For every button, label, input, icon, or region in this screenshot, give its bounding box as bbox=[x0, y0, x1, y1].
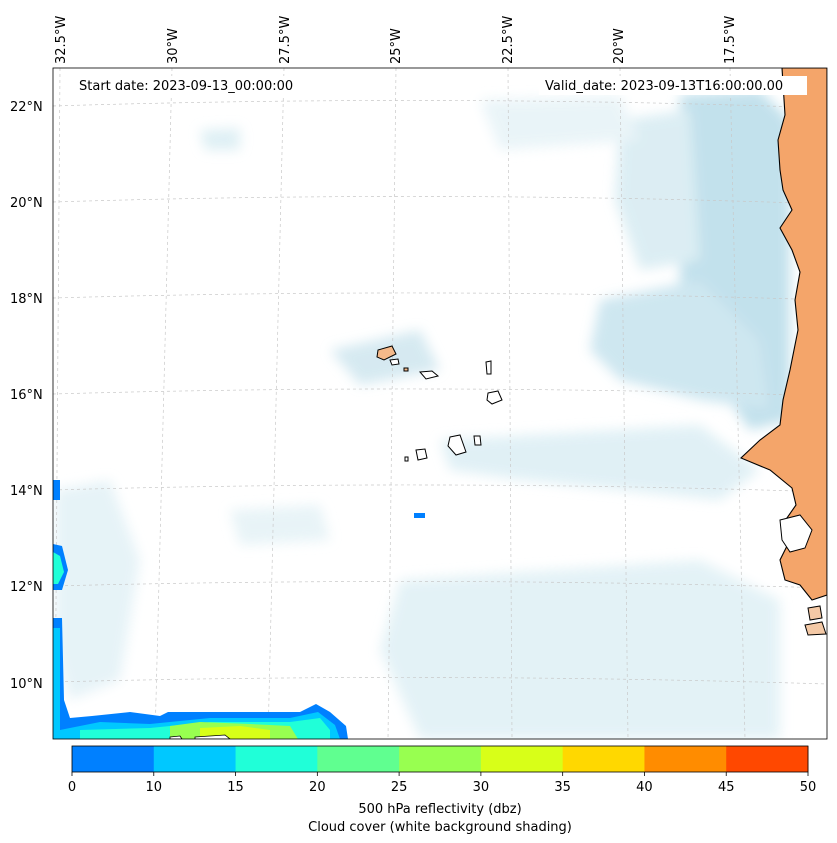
colorbar-tick-label: 10 bbox=[146, 780, 163, 795]
valid-date-bg bbox=[539, 76, 807, 95]
coast-islands-south bbox=[804, 605, 827, 636]
lat-label: 12°N bbox=[10, 580, 43, 595]
colorbar: 0 10 15 20 25 30 35 40 45 50 bbox=[68, 745, 817, 795]
lat-label: 20°N bbox=[10, 196, 43, 211]
coast-detail bbox=[779, 514, 813, 553]
latitude-labels: 22°N 20°N 18°N 16°N 14°N 12°N 10°N bbox=[10, 100, 43, 692]
colorbar-label-reflectivity: 500 hPa reflectivity (dbz) bbox=[358, 802, 521, 817]
lat-label: 16°N bbox=[10, 388, 43, 403]
colorbar-segment bbox=[235, 746, 318, 772]
lat-label: 14°N bbox=[10, 484, 43, 499]
lat-label: 18°N bbox=[10, 292, 43, 307]
colorbar-segment bbox=[726, 746, 809, 772]
cape-verde-islands bbox=[376, 345, 503, 462]
lon-label: 30°W bbox=[166, 28, 181, 64]
colorbar-segment bbox=[153, 746, 237, 772]
lon-label: 25°W bbox=[389, 28, 404, 64]
lat-label: 22°N bbox=[10, 100, 43, 115]
colorbar-border bbox=[71, 745, 809, 773]
lon-label: 20°W bbox=[612, 28, 627, 64]
map-panel bbox=[53, 68, 827, 739]
colorbar-tick-label: 35 bbox=[554, 780, 571, 795]
start-date-label: Start date: 2023-09-13_00:00:00 bbox=[79, 79, 293, 94]
colorbar-tick-label: 20 bbox=[309, 780, 326, 795]
lon-label: 22.5°W bbox=[501, 16, 516, 64]
colorbar-tick-label: 15 bbox=[227, 780, 244, 795]
colorbar-segment bbox=[317, 746, 400, 772]
colorbar-tick-label: 0 bbox=[68, 780, 76, 795]
lon-label: 27.5°W bbox=[278, 16, 293, 64]
colorbar-segment bbox=[480, 746, 564, 772]
map-border bbox=[52, 67, 828, 740]
start-date-bg bbox=[73, 76, 311, 95]
colorbar-segment bbox=[72, 746, 155, 772]
colorbar-segment bbox=[399, 746, 482, 772]
longitude-labels: 32.5°W 30°W 27.5°W 25°W 22.5°W 20°W 17.5… bbox=[54, 16, 738, 64]
colorbar-segment bbox=[562, 746, 645, 772]
cloud-cover-shading bbox=[55, 90, 790, 739]
valid-date-label: Valid_date: 2023-09-13T16:00:00.00 bbox=[545, 79, 783, 94]
africa-landmass bbox=[740, 68, 827, 601]
lat-label: 10°N bbox=[10, 677, 43, 692]
colorbar-tick-label: 40 bbox=[636, 780, 653, 795]
colorbar-tick-label: 45 bbox=[718, 780, 735, 795]
colorbar-tick-label: 25 bbox=[391, 780, 408, 795]
lon-label: 32.5°W bbox=[54, 16, 69, 64]
reflectivity-shading bbox=[53, 480, 425, 739]
colorbar-label-cloud: Cloud cover (white background shading) bbox=[308, 820, 572, 835]
colorbar-tick-label: 30 bbox=[473, 780, 490, 795]
lon-label: 17.5°W bbox=[723, 16, 738, 64]
colorbar-segment bbox=[644, 746, 727, 772]
colorbar-tick-label: 50 bbox=[800, 780, 817, 795]
